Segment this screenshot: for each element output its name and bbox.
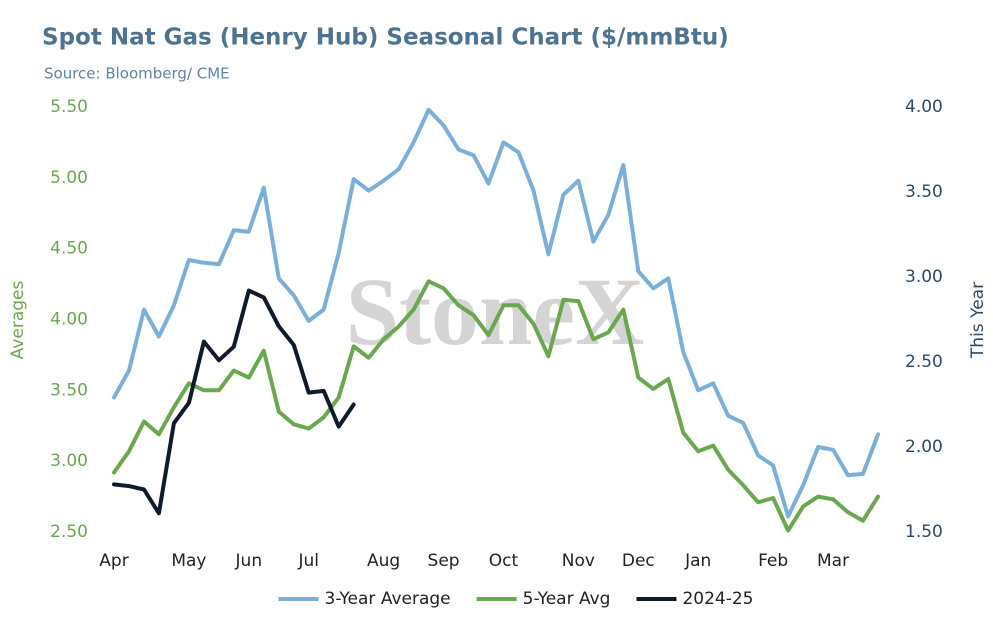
chart-subtitle: Source: Bloomberg/ CME (44, 65, 230, 83)
legend-label: 5-Year Avg (523, 589, 611, 609)
y-tick-label: 4.00 (50, 310, 88, 330)
x-tick-label: Nov (562, 551, 595, 571)
legend-label: 3-Year Average (325, 589, 451, 609)
y-tick-label: 5.00 (50, 168, 88, 188)
x-tick-label: Jun (235, 551, 263, 571)
y2-tick-label: 3.50 (905, 182, 943, 202)
series-line (112, 107, 880, 519)
legend-label: 2024-25 (682, 589, 753, 609)
x-tick-label: Jul (297, 551, 319, 571)
y2-tick-label: 1.50 (905, 522, 943, 542)
y-tick-label: 2.50 (50, 522, 88, 542)
y2-tick-label: 4.00 (905, 97, 943, 117)
series-line (112, 279, 880, 533)
x-tick-label: Apr (99, 551, 128, 571)
y2-tick-label: 3.00 (905, 267, 943, 287)
series-line (112, 288, 356, 516)
x-tick-label: Mar (817, 551, 849, 571)
x-tick-label: Aug (367, 551, 400, 571)
x-tick-label: Feb (758, 551, 788, 571)
watermark: StoneX (346, 258, 645, 365)
y2-tick-label: 2.00 (905, 437, 943, 457)
x-tick-label: Sep (428, 551, 460, 571)
chart-title: Spot Nat Gas (Henry Hub) Seasonal Chart … (42, 25, 729, 51)
y2-tick-label: 2.50 (905, 352, 943, 372)
y-tick-label: 3.50 (50, 380, 88, 400)
y2-axis-label: This Year (968, 282, 988, 359)
x-tick-label: May (171, 551, 206, 571)
x-tick-label: Dec (622, 551, 655, 571)
x-tick-label: Oct (489, 551, 519, 571)
y-tick-label: 3.00 (50, 451, 88, 471)
y-tick-label: 5.50 (50, 97, 88, 117)
x-tick-label: Jan (684, 551, 711, 571)
y-tick-label: 4.50 (50, 239, 88, 259)
y-axis-label: Averages (8, 281, 28, 360)
